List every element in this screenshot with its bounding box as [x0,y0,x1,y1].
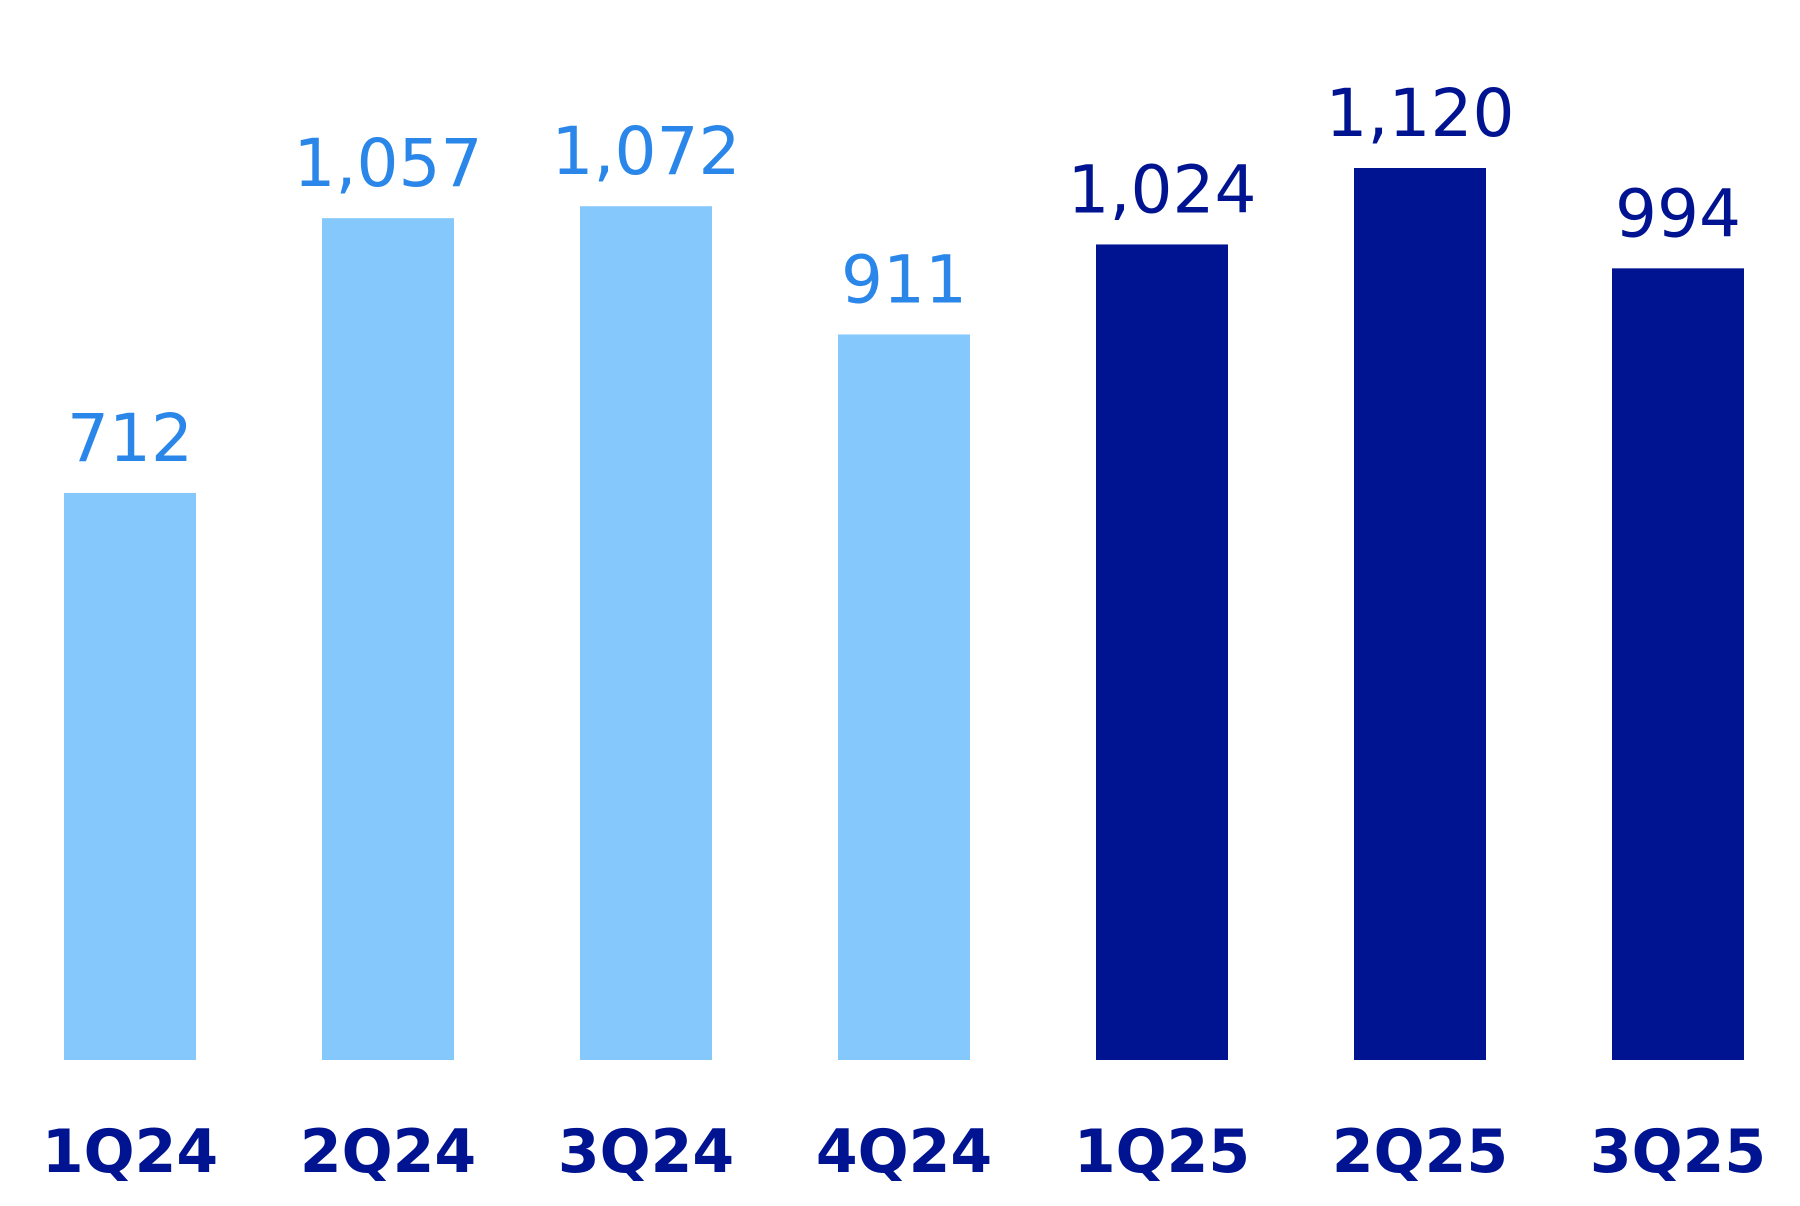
value-label-4q24: 911 [841,241,967,318]
bar-2q24 [322,218,454,1061]
value-label-2q24: 1,057 [294,125,483,202]
bar-4q24 [838,334,970,1060]
x-tick-label-3q24: 3Q24 [558,1117,734,1187]
bar-3q25 [1612,268,1744,1061]
x-tick-label-3q25: 3Q25 [1590,1117,1766,1187]
x-tick-label-2q25: 2Q25 [1332,1117,1508,1187]
value-label-1q25: 1,024 [1068,151,1257,228]
bars-group [64,168,1744,1061]
bar-1q25 [1096,244,1228,1060]
x-tick-label-4q24: 4Q24 [816,1117,992,1187]
value-label-3q24: 1,072 [552,113,741,190]
value-labels-group: 712 1,057 1,072 911 1,024 1,120 994 [67,75,1741,477]
x-tick-label-1q24: 1Q24 [42,1117,218,1187]
bar-1q24 [64,492,196,1060]
value-label-2q25: 1,120 [1326,75,1515,152]
x-tick-label-2q24: 2Q24 [300,1117,476,1187]
value-label-3q25: 994 [1615,175,1741,252]
bar-3q24 [580,206,712,1060]
bar-2q25 [1354,168,1486,1060]
value-label-1q24: 712 [67,400,193,477]
x-tick-label-1q25: 1Q25 [1074,1117,1250,1187]
x-tick-labels-group: 1Q24 2Q24 3Q24 4Q24 1Q25 2Q25 3Q25 [42,1117,1766,1187]
